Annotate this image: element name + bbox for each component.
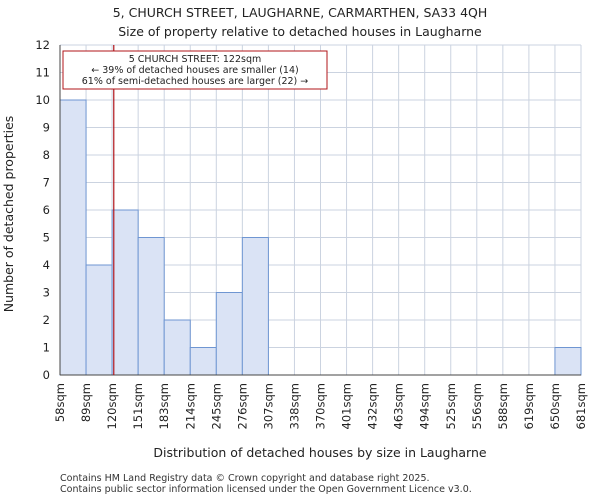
annotation-frame [62,50,328,90]
y-tick-label: 8 [43,148,50,162]
annotation-line-1: 5 CHURCH STREET: 122sqm [129,54,262,65]
x-tick-labels: 58sqm 89sqm 120sqm 151sqm 183sqm 214sqm 245sqm… [53,383,588,429]
bar [85,264,113,376]
bar [215,292,243,376]
x-tick-label: 463sqm [392,383,406,429]
bar [59,99,87,376]
x-tick-label: 338sqm [287,383,301,429]
footer-line-2: Contains public sector information licen… [60,484,472,495]
x-tick-label: 650sqm [548,383,562,429]
x-tick-label: 307sqm [261,383,275,429]
x-tick-label: 681sqm [574,383,588,429]
x-tick-label: 120sqm [105,383,119,429]
y-tick-label: 0 [43,368,50,382]
bar [163,319,191,376]
x-tick-label: 556sqm [470,383,484,429]
y-tick-label: 2 [43,313,50,327]
bar [111,209,139,376]
x-tick-label: 401sqm [340,383,354,429]
chart-title: 5, CHURCH STREET, LAUGHARNE, CARMARTHEN,… [113,5,488,20]
annotation-line-2: ← 39% of detached houses are smaller (14… [91,65,298,76]
bars [59,99,582,376]
x-tick-label: 619sqm [522,383,536,429]
bar [137,237,165,376]
annotation-box: 5 CHURCH STREET: 122sqm ← 39% of detache… [62,50,328,90]
y-tick-label: 5 [43,231,50,245]
y-tick-label: 7 [43,176,50,190]
x-tick-label: 588sqm [496,383,510,429]
x-tick-label: 432sqm [366,383,380,429]
y-tick-label: 4 [43,258,50,272]
footer-line-1: Contains HM Land Registry data © Crown c… [60,473,430,484]
annotation-line-3: 61% of semi-detached houses are larger (… [82,76,309,87]
x-tick-label: 214sqm [183,383,197,429]
y-tick-label: 11 [35,66,50,80]
x-tick-label: 494sqm [418,383,432,429]
y-axis-title: Number of detached properties [1,116,16,313]
x-tick-label: 89sqm [79,383,93,422]
x-tick-label: 525sqm [444,383,458,429]
chart-subtitle: Size of property relative to detached ho… [118,24,482,39]
x-tick-label: 370sqm [314,383,328,429]
axes [59,45,581,376]
y-tick-label: 9 [43,121,50,135]
x-tick-label: 58sqm [53,383,67,422]
x-tick-label: 245sqm [209,383,223,429]
x-axis-title: Distribution of detached houses by size … [153,445,486,460]
y-tick-label: 6 [43,203,50,217]
y-tick-label: 10 [35,93,50,107]
x-tick-label: 151sqm [131,383,145,429]
y-tick-label: 3 [43,286,50,300]
y-tick-label: 1 [43,341,50,355]
bar [241,237,269,376]
x-tick-label: 183sqm [157,383,171,429]
bar [554,347,582,376]
y-tick-label: 12 [35,38,50,52]
x-tick-label: 276sqm [235,383,249,429]
bar [189,347,217,376]
